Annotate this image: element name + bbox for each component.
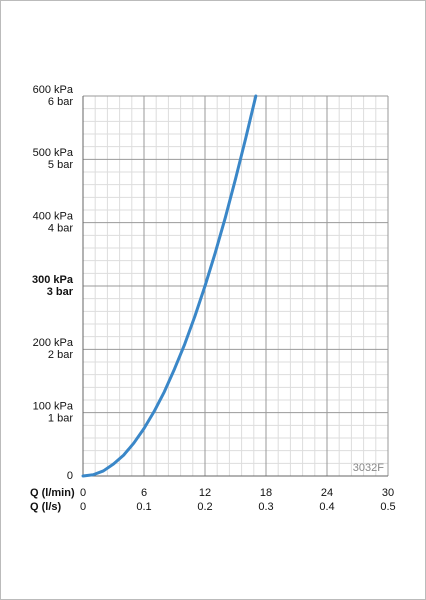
x2-tick-label: 0.1: [136, 501, 151, 513]
y2-tick-label: 6 bar: [48, 96, 73, 108]
x2-tick-label: 0: [80, 501, 86, 513]
y-tick-label: 600 kPa: [33, 84, 74, 96]
x2-tick-label: 0.3: [258, 501, 273, 513]
x-tick-label: 24: [321, 487, 333, 499]
y2-tick-label: 5 bar: [48, 159, 73, 171]
curve: [81, 94, 258, 478]
y-tick-label: 300 kPa: [32, 274, 74, 286]
x-tick-label: 12: [199, 487, 211, 499]
series-label: 3032F: [353, 462, 384, 474]
y2-tick-label: 1 bar: [48, 413, 73, 425]
y2-tick-label: 3 bar: [47, 286, 74, 298]
y-tick-label: 400 kPa: [33, 211, 74, 223]
x2-axis-label: Q (l/s): [30, 501, 62, 513]
y-tick-label: 0: [67, 470, 73, 482]
x-tick-label: 18: [260, 487, 272, 499]
x-axis-label: Q (l/min): [30, 487, 75, 499]
y-tick-label: 100 kPa: [33, 401, 74, 413]
y-tick-label: 500 kPa: [33, 147, 74, 159]
x-tick-label: 0: [80, 487, 86, 499]
y-tick-label: 200 kPa: [33, 337, 74, 349]
y2-tick-label: 2 bar: [48, 349, 73, 361]
x2-tick-label: 0.2: [197, 501, 212, 513]
x2-tick-label: 0.4: [319, 501, 334, 513]
x-tick-label: 30: [382, 487, 394, 499]
x2-tick-label: 0.5: [380, 501, 395, 513]
y2-tick-label: 4 bar: [48, 223, 73, 235]
x-tick-label: 6: [141, 487, 147, 499]
